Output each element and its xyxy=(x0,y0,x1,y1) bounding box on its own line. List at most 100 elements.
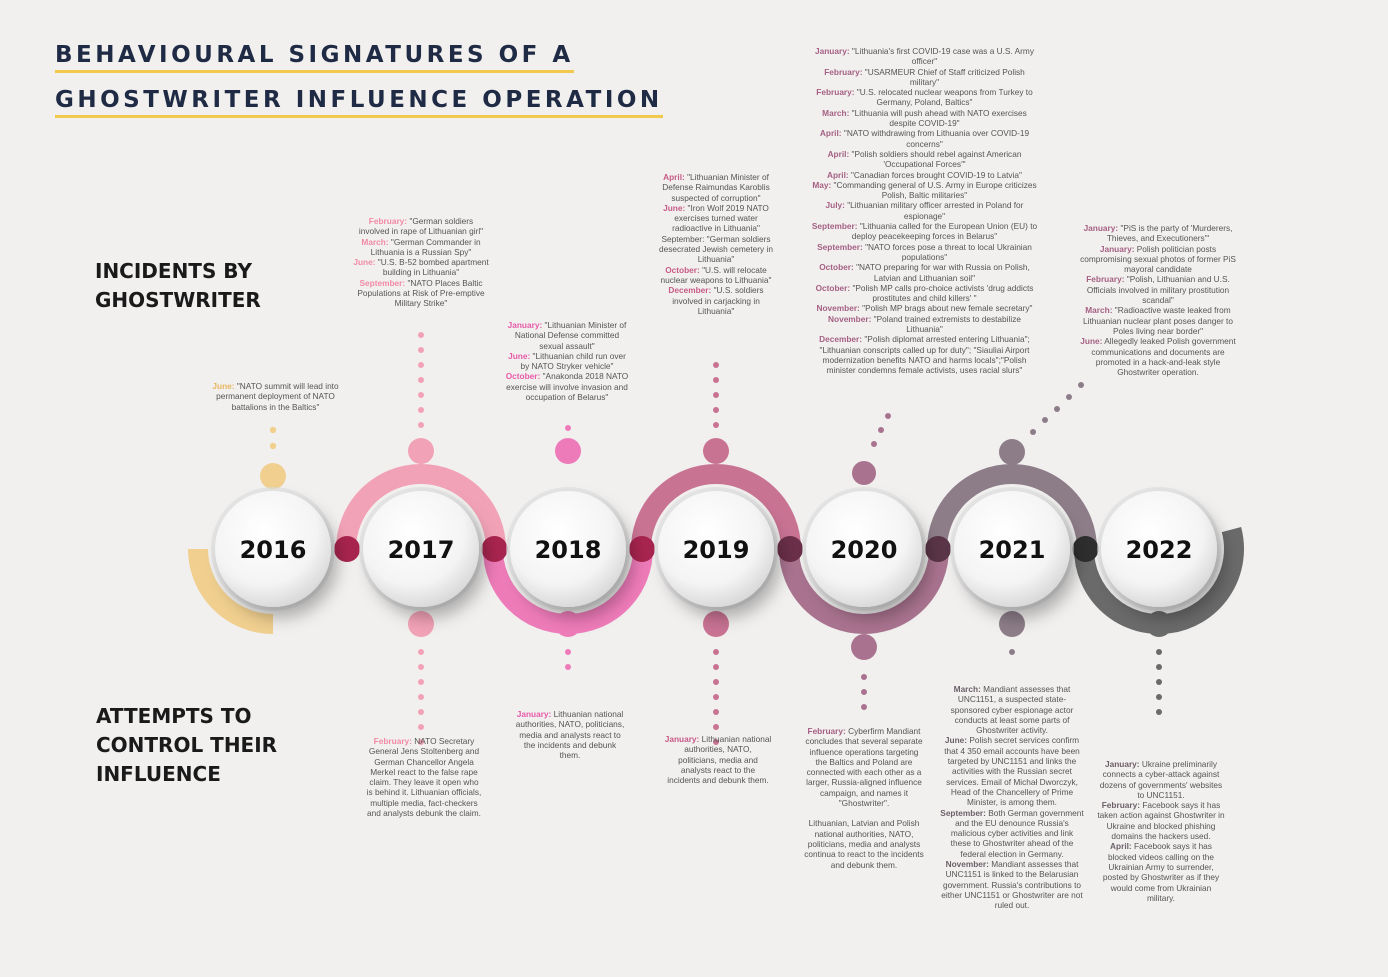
year-disc-2022 xyxy=(1101,491,1217,607)
incident-entry: October: "U.S. will relocate nuclear wea… xyxy=(654,265,778,286)
dot-up-2020 xyxy=(885,413,891,419)
entry-text: Lithuanian national authorities, NATO, p… xyxy=(667,734,772,786)
entry-text: "German soldiers involved in rape of Lit… xyxy=(358,216,484,237)
month-label: April: xyxy=(827,148,850,159)
month-label: January: xyxy=(507,320,543,330)
month-label: February: xyxy=(368,216,408,226)
entry-text: "NATO summit will lead into permanent de… xyxy=(216,381,339,412)
response-entry: Lithuanian, Latvian and Polish national … xyxy=(803,818,925,869)
dot-up-2017 xyxy=(418,377,424,383)
dot-up-2019 xyxy=(713,407,719,413)
incident-entry: June: "NATO summit will lead into perman… xyxy=(208,381,343,412)
year-disc-2019 xyxy=(658,491,774,607)
dot-down-2019 xyxy=(713,694,719,700)
month-label: December: xyxy=(819,334,863,345)
ring-2020 xyxy=(779,548,949,634)
joint-2020-2021 xyxy=(925,536,951,562)
dot-down-2022 xyxy=(1156,679,1162,685)
incident-entry: February: "U.S. relocated nuclear weapon… xyxy=(811,87,1038,108)
entry-text: "PiS is the party of 'Murderers, Thieves… xyxy=(1106,223,1233,244)
dot-up-2021 xyxy=(1066,394,1072,400)
month-label: January: xyxy=(664,734,700,744)
response-entry: April: Facebook says it has blocked vide… xyxy=(1097,841,1225,903)
month-label: October: xyxy=(505,371,541,382)
dot-down-2022 xyxy=(1156,664,1162,670)
dot-down-2017 xyxy=(418,724,424,730)
bubble-up-2016 xyxy=(260,463,286,489)
bubble-down-2018 xyxy=(555,611,581,637)
entry-text: "Polish MP brags about new female secret… xyxy=(859,303,1033,314)
ring-2016 xyxy=(188,548,274,634)
page-title-line-1: BEHAVIOURAL SIGNATURES OF A xyxy=(55,42,574,73)
dot-down-2019 xyxy=(713,679,719,685)
bubble-up-2019 xyxy=(703,438,729,464)
incident-entry: December: "U.S. soldiers involved in car… xyxy=(654,285,778,316)
response-text-2019: January: Lithuanian national authorities… xyxy=(664,734,772,785)
incident-entry: April: "Canadian forces brought COVID-19… xyxy=(811,170,1038,180)
incident-entry: April: "NATO withdrawing from Lithuania … xyxy=(811,128,1038,149)
dot-up-2019 xyxy=(713,392,719,398)
dot-down-2021 xyxy=(1009,649,1015,655)
entry-text: Mandiant assesses that UNC1151 is linked… xyxy=(941,859,1083,911)
month-label: April: xyxy=(819,128,842,139)
dot-up-2018 xyxy=(565,425,571,431)
entry-text: "NATO Places Baltic Populations at Risk … xyxy=(357,277,485,309)
entry-text: "Lithuania's first COVID-19 case was a U… xyxy=(849,46,1034,67)
month-label: September: xyxy=(940,807,986,818)
month-label: September: xyxy=(811,221,858,232)
incident-entry: September: "Lithuania called for the Eur… xyxy=(811,221,1038,242)
dot-up-2021 xyxy=(1078,382,1084,388)
incident-entry: January: "PiS is the party of 'Murderers… xyxy=(1080,223,1236,244)
response-entry: January: Lithuanian national authorities… xyxy=(664,734,772,785)
month-label: January: xyxy=(516,709,552,719)
entry-text: "Polish soldiers should rebel against Am… xyxy=(849,148,1022,170)
dot-up-2017 xyxy=(418,407,424,413)
bubble-down-2020 xyxy=(851,634,877,660)
entry-text: "USARMEUR Chief of Staff criticized Poli… xyxy=(862,66,1025,87)
incident-entry: February: "USARMEUR Chief of Staff criti… xyxy=(811,67,1038,88)
year-node-2021: 2021 xyxy=(950,487,1074,611)
month-label: February: xyxy=(373,736,412,746)
title-block: BEHAVIOURAL SIGNATURES OF A GHOSTWRITER … xyxy=(55,42,663,118)
dot-down-2022 xyxy=(1156,649,1162,655)
year-disc-2021 xyxy=(954,491,1070,607)
incident-entry: September: "NATO Places Baltic Populatio… xyxy=(353,278,489,309)
dot-up-2020 xyxy=(871,441,877,447)
dot-up-2019 xyxy=(713,362,719,368)
year-label-2020: 2020 xyxy=(831,536,898,564)
joint-2016-2017 xyxy=(334,536,360,562)
dot-down-2020 xyxy=(861,674,867,680)
month-label: December: xyxy=(668,285,712,296)
dot-down-2019 xyxy=(713,739,719,745)
incident-entry: January: "Lithuania's first COVID-19 cas… xyxy=(811,46,1038,67)
entry-text: "NATO preparing for war with Russia on P… xyxy=(853,262,1030,283)
month-label: June: xyxy=(353,257,376,268)
month-label: March: xyxy=(822,107,850,118)
incident-entry: June: "Lithuanian child run over by NATO… xyxy=(504,351,630,372)
incident-entry: April: "Polish soldiers should rebel aga… xyxy=(811,149,1038,170)
entry-text: "Polish, Lithuanian and U.S. Officials i… xyxy=(1086,274,1230,306)
entry-text: "German Commander in Lithuania is a Russ… xyxy=(370,236,481,257)
response-entry: February: NATO Secretary General Jens St… xyxy=(366,736,482,818)
dot-up-2016 xyxy=(269,426,277,434)
bubble-up-2018 xyxy=(555,438,581,464)
entry-text: "Poland trained extremists to destabiliz… xyxy=(871,313,1021,335)
month-label: February: xyxy=(1101,800,1141,811)
response-entry: February: Cyberfirm Mandiant concludes t… xyxy=(803,726,925,808)
month-label: September: xyxy=(817,241,863,252)
response-text-2022: January: Ukraine preliminarily connects … xyxy=(1097,759,1225,903)
month-label: June: xyxy=(944,735,968,746)
dot-down-2017 xyxy=(418,649,424,655)
incident-entry: November: "Poland trained extremists to … xyxy=(811,314,1038,335)
response-entry: September: Both German government and th… xyxy=(940,808,1084,859)
month-label: April: xyxy=(663,172,685,182)
dot-down-2022 xyxy=(1156,709,1162,715)
year-label-2018: 2018 xyxy=(535,536,602,564)
incident-entry: July: "Lithuanian military officer arres… xyxy=(811,200,1038,221)
dot-down-2022 xyxy=(1156,694,1162,700)
year-node-2019: 2019 xyxy=(654,487,778,611)
joint-2018-2019 xyxy=(629,536,655,562)
entry-text: "Iron Wolf 2019 NATO exercises turned wa… xyxy=(672,202,769,234)
incident-entry: June: "Iron Wolf 2019 NATO exercises tur… xyxy=(654,203,778,234)
